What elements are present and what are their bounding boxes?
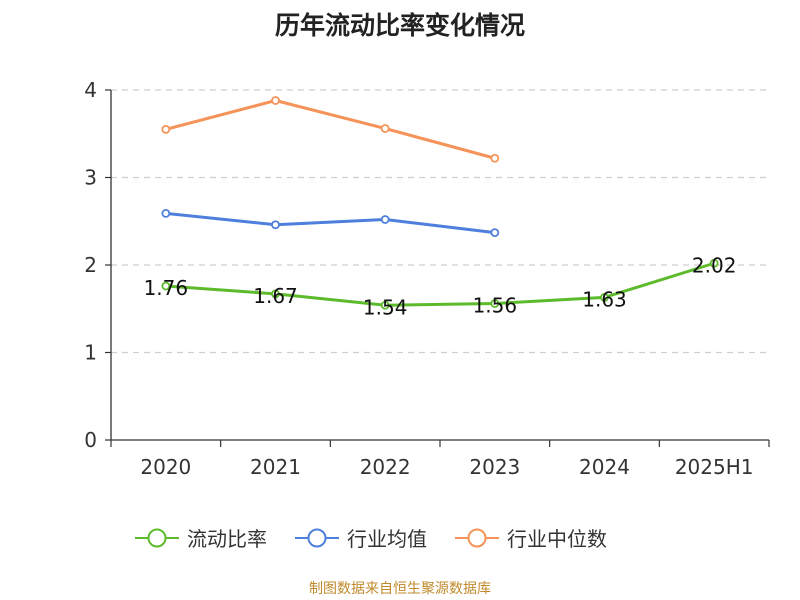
data-point [709, 258, 719, 268]
y-tick-label: 3 [84, 166, 97, 190]
data-point [600, 292, 609, 302]
y-tick-label: 4 [84, 78, 97, 102]
data-label: 1.54 [363, 295, 408, 319]
legend-label: 行业中位数 [507, 527, 607, 551]
x-tick-label: 2024 [579, 455, 630, 479]
source-note: 制图数据来自恒生聚源数据库 [309, 581, 491, 597]
data-point [161, 124, 171, 134]
series-line [165, 99, 496, 160]
series-line [165, 261, 715, 307]
data-point [161, 281, 171, 291]
data-point [271, 289, 280, 299]
data-label: 1.63 [582, 287, 627, 311]
x-tick-label: 2022 [360, 455, 411, 479]
x-tick-label: 2020 [140, 455, 191, 479]
x-tick-label: 2025H1 [675, 455, 754, 479]
data-point [490, 153, 500, 163]
data-point [380, 124, 390, 133]
chart-title: 历年流动比率变化情况 [274, 11, 525, 40]
data-point [271, 96, 280, 105]
data-point [490, 299, 500, 308]
y-tick-label: 0 [84, 428, 97, 452]
x-tick-label: 2023 [469, 455, 520, 479]
legend-label: 行业均值 [347, 527, 427, 551]
legend-label: 流动比率 [187, 527, 267, 551]
data-point [490, 228, 500, 238]
data-point [161, 208, 171, 218]
legend-marker [467, 528, 487, 548]
series-line [165, 211, 496, 235]
data-point [380, 300, 390, 310]
data-point [271, 220, 280, 230]
legend-marker [307, 528, 327, 548]
y-tick-label: 2 [84, 253, 97, 277]
x-tick-label: 2021 [250, 455, 301, 479]
data-label: 1.67 [253, 284, 298, 308]
y-tick-label: 1 [84, 341, 97, 365]
data-point [380, 215, 390, 224]
legend-marker [147, 528, 167, 548]
data-label: 2.02 [692, 253, 737, 277]
data-label: 1.56 [473, 294, 518, 318]
data-label: 1.76 [144, 276, 189, 300]
